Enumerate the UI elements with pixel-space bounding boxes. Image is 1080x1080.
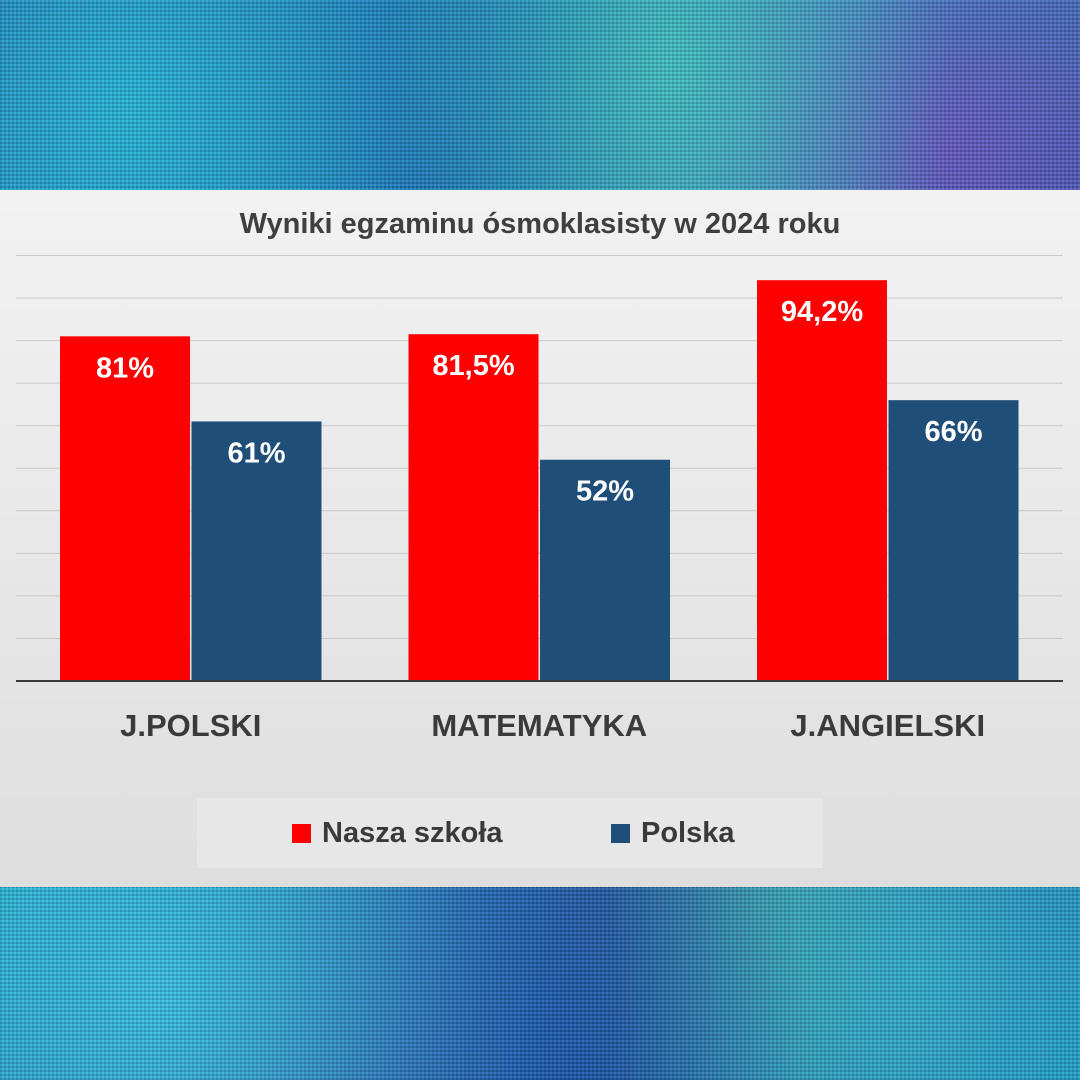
legend-label-polska: Polska <box>641 816 735 849</box>
category-label-matematyka: MATEMATYKA <box>431 708 648 743</box>
bar-polska-1 <box>540 459 670 681</box>
bar-nasza-szkola-0 <box>60 336 190 681</box>
legend-item-polska: Polska <box>611 816 735 850</box>
category-label-jangielski: J.ANGIELSKI <box>790 708 986 743</box>
data-label-nasza-szkola-0: 81% <box>96 352 154 384</box>
legend-label-nasza-szkola: Nasza szkoła <box>322 816 503 849</box>
legend-swatch-polska <box>611 823 630 843</box>
legend-swatch-nasza-szkola <box>292 823 311 843</box>
data-label-polska-1: 52% <box>576 476 634 508</box>
category-label-jpolski: J.POLSKI <box>120 708 262 743</box>
legend-item-nasza-szkola: Nasza szkoła <box>292 816 503 850</box>
bar-polska-0 <box>191 421 322 681</box>
bar-nasza-szkola-1 <box>408 334 539 681</box>
bar-nasza-szkola-2 <box>757 280 887 681</box>
bar-polska-2 <box>888 400 1019 681</box>
chart-title: Wyniki egzaminu ósmoklasisty w 2024 roku <box>239 208 841 240</box>
data-label-nasza-szkola-2: 94,2% <box>781 296 863 328</box>
data-label-polska-2: 66% <box>924 416 982 448</box>
data-label-nasza-szkola-1: 81,5% <box>432 350 514 382</box>
data-label-polska-0: 61% <box>227 437 285 469</box>
